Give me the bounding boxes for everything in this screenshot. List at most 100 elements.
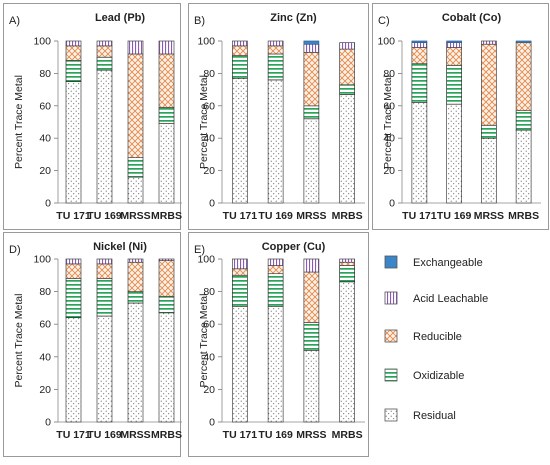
y-axis-label: Percent Trace Metal <box>13 75 25 169</box>
bar-segment-reducible-tu-169 <box>267 45 284 55</box>
bar-segment-acid-leachable-tu-169 <box>446 42 462 48</box>
bar-segment-reducible-tu-171 <box>65 45 82 61</box>
bar-segment-residual-tu-171 <box>411 102 428 204</box>
bar-segment-acid-leachable-mrbs <box>158 258 175 261</box>
legend-swatch <box>384 368 398 382</box>
bar-segment-oxidizable-tu-171 <box>232 274 248 307</box>
bar-segment-oxidizable-tu-169 <box>446 64 462 105</box>
bar-segment-reducible-mrss <box>303 271 320 323</box>
bar-segment-exchangeable-mrss <box>303 40 320 45</box>
bar-segment-reducible-mrbs <box>515 42 532 112</box>
legend-item-acid-leachable: Acid Leachable <box>384 291 488 305</box>
panel-letter: A) <box>9 15 20 27</box>
bar-segment-oxidizable-mrss <box>127 291 144 304</box>
legend-label: Reducible <box>413 331 462 343</box>
y-tick-label: 20 <box>39 165 51 177</box>
bar-segment-acid-leachable-tu-171 <box>65 258 82 265</box>
x-tick-label: TU 171 <box>56 429 91 441</box>
legend-swatch <box>384 255 398 269</box>
bar-segment-residual-mrss <box>127 302 144 423</box>
bar-segment-oxidizable-tu-169 <box>96 278 113 317</box>
legend-swatch <box>384 408 398 422</box>
x-tick-label: MRSS <box>120 429 150 441</box>
bar-segment-oxidizable-tu-169 <box>96 56 113 71</box>
bar-segment-acid-leachable-tu-171 <box>65 40 82 47</box>
y-tick-label: 100 <box>33 254 51 266</box>
panel-letter: D) <box>9 244 21 256</box>
bar-segment-residual-mrbs <box>515 129 532 204</box>
bar-segment-residual-mrss <box>481 137 497 204</box>
legend-item-exchangeable: Exchangeable <box>384 255 483 269</box>
bar-segment-residual-mrbs <box>339 94 355 204</box>
y-tick-label: 60 <box>383 100 395 112</box>
y-tick-label: 100 <box>197 36 215 48</box>
x-tick-label: TU 169 <box>258 429 293 441</box>
bar-segment-reducible-mrbs <box>339 48 355 86</box>
x-tick-label: MRBS <box>332 210 363 222</box>
chart-panels: A) Lead (Pb) Percent Trace Metal 0 20 40 60 80 1… <box>3 3 549 457</box>
bar-segment-reducible-tu-171 <box>232 268 248 276</box>
y-axis-label: Percent Trace Metal <box>382 75 394 169</box>
x-tick-label: TU 171 <box>223 429 258 441</box>
y-tick-label: 0 <box>45 198 51 210</box>
y-tick-label: 80 <box>203 286 215 298</box>
y-tick-label: 20 <box>203 384 215 396</box>
chart-title: Lead (Pb) <box>95 12 145 24</box>
legend-label: Residual <box>413 410 456 422</box>
x-tick-label: MRSS <box>120 210 150 222</box>
chart-panel-cobalt-co: C) Cobalt (Co) Percent Trace Metal 0 20 40 60 8… <box>372 3 549 230</box>
bar-segment-acid-leachable-mrss <box>127 40 144 55</box>
x-tick-label: MRSS <box>474 210 504 222</box>
bar-segment-acid-leachable-mrbs <box>339 42 355 50</box>
bar-segment-residual-tu-169 <box>446 103 462 204</box>
bar-segment-acid-leachable-mrss <box>481 40 497 45</box>
legend-item-residual: Residual <box>384 408 456 422</box>
bar-segment-acid-leachable-tu-169 <box>267 40 284 47</box>
y-tick-label: 40 <box>203 351 215 363</box>
bar-segment-acid-leachable-tu-169 <box>96 258 113 265</box>
bar-segment-residual-tu-171 <box>65 81 82 204</box>
bar-segment-residual-tu-169 <box>96 315 113 423</box>
y-axis-label: Percent Trace Metal <box>198 294 210 388</box>
bar-segment-reducible-mrbs <box>339 261 355 266</box>
chart-title: Copper (Cu) <box>262 241 326 253</box>
bar-segment-residual-tu-171 <box>65 317 82 423</box>
y-tick-label: 40 <box>39 133 51 145</box>
y-tick-label: 80 <box>203 68 215 80</box>
bar-segment-oxidizable-mrss <box>303 105 320 120</box>
bar-segment-residual-mrss <box>303 118 320 204</box>
bar-segment-residual-mrbs <box>158 123 175 204</box>
chart-title: Zinc (Zn) <box>270 12 317 24</box>
bar-segment-oxidizable-mrbs <box>515 110 532 131</box>
bar-segment-exchangeable-mrbs <box>515 40 532 43</box>
bar-segment-residual-tu-171 <box>232 77 248 204</box>
bar-segment-reducible-mrss <box>303 51 320 107</box>
bar-segment-oxidizable-mrss <box>127 157 144 178</box>
bar-segment-reducible-tu-169 <box>96 263 113 279</box>
legend-item-oxidizable: Oxidizable <box>384 368 464 382</box>
y-tick-label: 60 <box>39 100 51 112</box>
y-tick-label: 0 <box>209 198 215 210</box>
panel-letter: E) <box>194 244 205 256</box>
x-tick-label: MRSS <box>296 210 326 222</box>
x-tick-label: MRBS <box>151 210 182 222</box>
x-tick-label: TU 171 <box>56 210 91 222</box>
bar-segment-residual-mrbs <box>339 281 355 423</box>
bar-segment-exchangeable-tu-171 <box>411 40 428 43</box>
x-tick-label: MRBS <box>151 429 182 441</box>
legend: Exchangeable Acid Leachable Reducible Oxidi… <box>384 255 488 422</box>
bar-segment-oxidizable-mrbs <box>158 107 175 124</box>
x-tick-label: MRBS <box>332 429 363 441</box>
y-tick-label: 80 <box>383 68 395 80</box>
bar-segment-reducible-tu-171 <box>65 263 82 279</box>
bar-segment-residual-mrbs <box>158 312 175 423</box>
y-tick-label: 40 <box>39 351 51 363</box>
y-tick-label: 0 <box>389 198 395 210</box>
bar-segment-oxidizable-mrss <box>481 124 497 139</box>
chart-title: Cobalt (Co) <box>442 12 502 24</box>
bar-segment-acid-leachable-mrbs <box>158 40 175 55</box>
bar-segment-acid-leachable-tu-169 <box>267 258 284 266</box>
bar-segment-residual-tu-169 <box>267 305 284 423</box>
bar-segment-acid-leachable-mrss <box>303 43 320 53</box>
